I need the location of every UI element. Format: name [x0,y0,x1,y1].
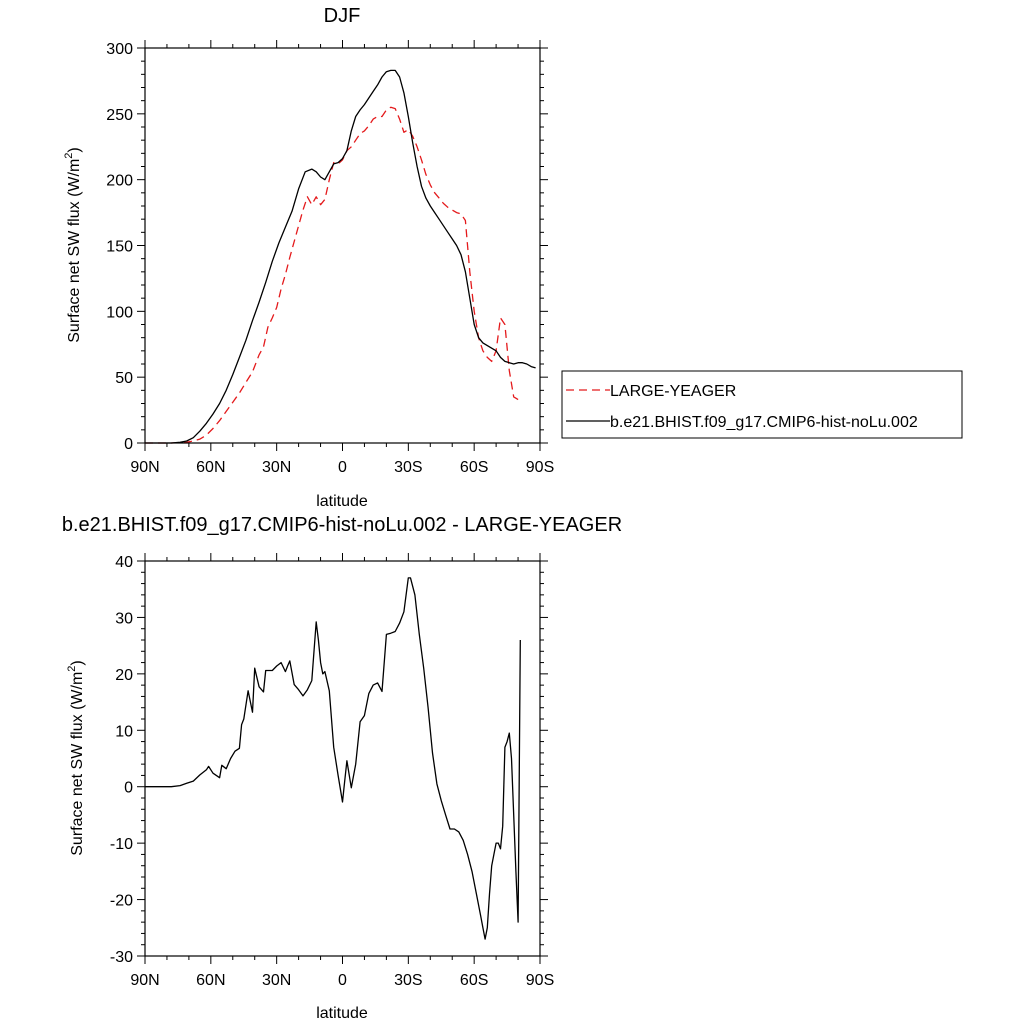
x-tick-label: 90N [130,972,159,989]
x-tick-label: 0 [338,972,347,989]
x-axis-label: latitude [316,493,368,510]
x-tick-label: 30S [394,459,422,476]
y-ticks: -30 -20 -10 0 10 20 30 40 [110,554,548,966]
series-line-b [145,69,536,444]
y-tick-label: 0 [124,780,133,797]
legend-label-large-yeager: LARGE-YEAGER [610,383,736,400]
chart-title: DJF [324,5,361,27]
y-tick-label: 300 [106,41,133,58]
x-ticks: 90N 60N 30N 0 30S 60S 90S [130,553,554,989]
x-tick-label: 90S [526,459,554,476]
y-ticks: 0 50 100 150 200 250 300 [106,41,548,453]
series-lines [145,69,536,444]
x-tick-label: 60N [196,459,225,476]
y-tick-label: 40 [115,554,133,571]
legend: LARGE-YEAGER b.e21.BHIST.f09_g17.CMIP6-h… [561,370,963,439]
y-tick-label: 50 [115,370,133,387]
x-tick-label: 60S [460,459,488,476]
difference-panel: b.e21.BHIST.f09_g17.CMIP6-hist-noLu.002 … [62,514,622,1022]
y-tick-label: 150 [106,239,133,256]
y-axis-label: Surface net SW flux (W/m2) [66,660,86,856]
x-tick-label: 30N [262,972,291,989]
plot-frame [144,47,541,444]
y-tick-label: 200 [106,173,133,190]
x-tick-label: 90S [526,972,554,989]
y-tick-label: 10 [115,723,133,740]
legend-box [561,370,963,439]
x-tick-label: 60N [196,972,225,989]
y-tick-label: 100 [106,304,133,321]
x-ticks: 90N 60N 30N 0 30S 60S 90S [130,40,554,476]
y-tick-label: -30 [110,949,133,966]
x-tick-label: 60S [460,972,488,989]
plot-frame [144,560,541,957]
x-tick-label: 0 [338,459,347,476]
series-line-a [145,577,521,940]
series-lines [145,577,521,940]
y-tick-label: 20 [115,667,133,684]
series-line-a [145,106,519,444]
legend-label-noLu: b.e21.BHIST.f09_g17.CMIP6-hist-noLu.002 [610,414,918,431]
y-axis-label: Surface net SW flux (W/m2) [63,147,83,343]
y-tick-label: 250 [106,107,133,124]
y-tick-label: 0 [124,436,133,453]
x-tick-label: 30S [394,972,422,989]
chart-title: b.e21.BHIST.f09_g17.CMIP6-hist-noLu.002 … [62,514,622,536]
djf-panel: DJF 90N 60N 30N 0 30S 60S 90S 0 50 100 150 200 250 3… [63,5,963,510]
y-tick-label: -20 [110,893,133,910]
x-tick-label: 90N [130,459,159,476]
x-tick-label: 30N [262,459,291,476]
x-axis-label: latitude [316,1005,368,1022]
y-tick-label: 30 [115,610,133,627]
y-tick-label: -10 [110,836,133,853]
